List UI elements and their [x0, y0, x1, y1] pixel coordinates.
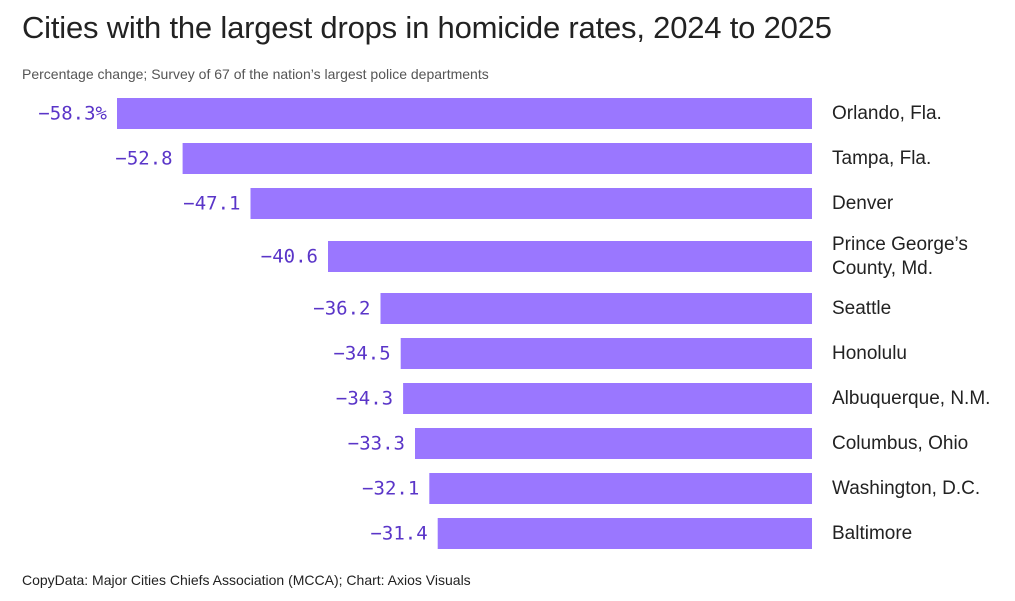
- bar: [400, 338, 812, 369]
- source-note: CopyData: Major Cities Chiefs Associatio…: [22, 572, 471, 588]
- value-label: −33.3: [348, 433, 405, 455]
- bar: [380, 293, 812, 324]
- category-label: Baltimore: [832, 523, 912, 544]
- bar: [250, 188, 812, 219]
- category-label: Tampa, Fla.: [832, 148, 931, 169]
- value-label: −34.3: [336, 388, 393, 410]
- category-label: Orlando, Fla.: [832, 103, 942, 124]
- value-label: −32.1: [362, 478, 419, 500]
- category-label: Columbus, Ohio: [832, 433, 968, 454]
- value-label: −31.4: [370, 523, 427, 545]
- value-label: −58.3%: [38, 103, 107, 125]
- value-label: −36.2: [313, 298, 370, 320]
- value-label: −47.1: [183, 193, 240, 215]
- bar: [403, 383, 812, 414]
- bar: [182, 143, 813, 174]
- chart-title: Cities with the largest drops in homicid…: [22, 10, 832, 45]
- category-label: Seattle: [832, 298, 891, 319]
- category-label: Denver: [832, 193, 894, 214]
- category-label: Prince George’s: [832, 234, 968, 255]
- value-label: −34.5: [333, 343, 390, 365]
- bar: [437, 518, 812, 549]
- category-label: County, Md.: [832, 258, 933, 279]
- category-label: Washington, D.C.: [832, 478, 980, 499]
- bar: [429, 473, 812, 504]
- value-label: −52.8: [115, 148, 172, 170]
- bar: [117, 98, 812, 129]
- chart-subtitle: Percentage change; Survey of 67 of the n…: [22, 66, 489, 82]
- category-label: Honolulu: [832, 343, 907, 364]
- value-label: −40.6: [261, 246, 318, 268]
- bar: [415, 428, 812, 459]
- bar-chart: −58.3% Orlando, Fla. −52.8 Tampa, Fla. −47.1…: [38, 98, 990, 549]
- bar: [328, 241, 812, 272]
- category-label: Albuquerque, N.M.: [832, 388, 990, 409]
